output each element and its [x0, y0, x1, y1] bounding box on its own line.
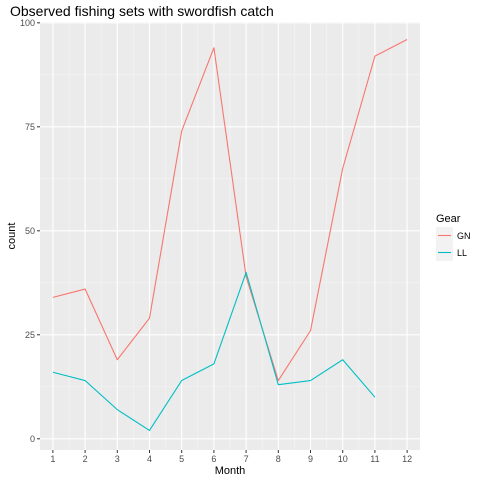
x-tick-label: 8	[276, 454, 281, 464]
y-tick-label: 75	[25, 122, 35, 132]
x-tick-label: 3	[115, 454, 120, 464]
x-axis-title: Month	[215, 465, 246, 477]
legend-label-ll: LL	[457, 248, 467, 258]
x-tick-label: 1	[50, 454, 55, 464]
x-tick-label: 12	[402, 454, 412, 464]
y-tick-label: 0	[30, 434, 35, 444]
x-axis: 1 2 3 4 5 6 7 8 9 10 11 12	[50, 450, 412, 464]
x-tick-label: 9	[308, 454, 313, 464]
y-tick-label: 50	[25, 226, 35, 236]
y-axis: 0 25 50 75 100	[20, 18, 40, 444]
legend-title: Gear	[436, 213, 461, 225]
x-tick-label: 10	[338, 454, 348, 464]
series-line-gn	[52, 38, 408, 382]
x-tick-label: 4	[147, 454, 152, 464]
x-tick-label: 2	[83, 454, 88, 464]
x-tick-label: 5	[179, 454, 184, 464]
y-tick-label: 25	[25, 330, 35, 340]
series-line-ll	[52, 271, 376, 432]
y-axis-title: count	[6, 223, 18, 250]
x-tick-label: 11	[370, 454, 379, 464]
x-tick-label: 6	[211, 454, 216, 464]
y-tick-label: 100	[20, 18, 35, 28]
legend: Gear GN LL	[436, 213, 471, 261]
legend-label-gn: GN	[457, 231, 471, 241]
chart-title: Observed fishing sets with swordfish cat…	[10, 3, 274, 19]
series-layer	[52, 38, 408, 432]
x-tick-label: 7	[244, 454, 249, 464]
major-grid	[40, 22, 420, 450]
